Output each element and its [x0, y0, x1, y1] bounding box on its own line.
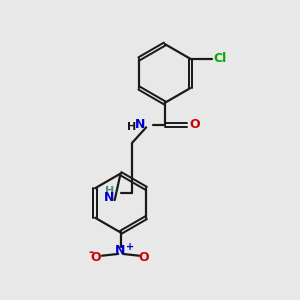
Text: O: O	[189, 118, 200, 131]
Text: H: H	[128, 122, 137, 132]
Text: O: O	[139, 251, 149, 264]
Text: -: -	[88, 246, 94, 259]
Text: H: H	[105, 186, 115, 196]
Text: N: N	[116, 244, 126, 256]
Text: O: O	[91, 251, 101, 264]
Text: N: N	[104, 191, 115, 205]
Text: Cl: Cl	[214, 52, 227, 65]
Text: N: N	[135, 118, 146, 131]
Text: +: +	[126, 242, 134, 252]
